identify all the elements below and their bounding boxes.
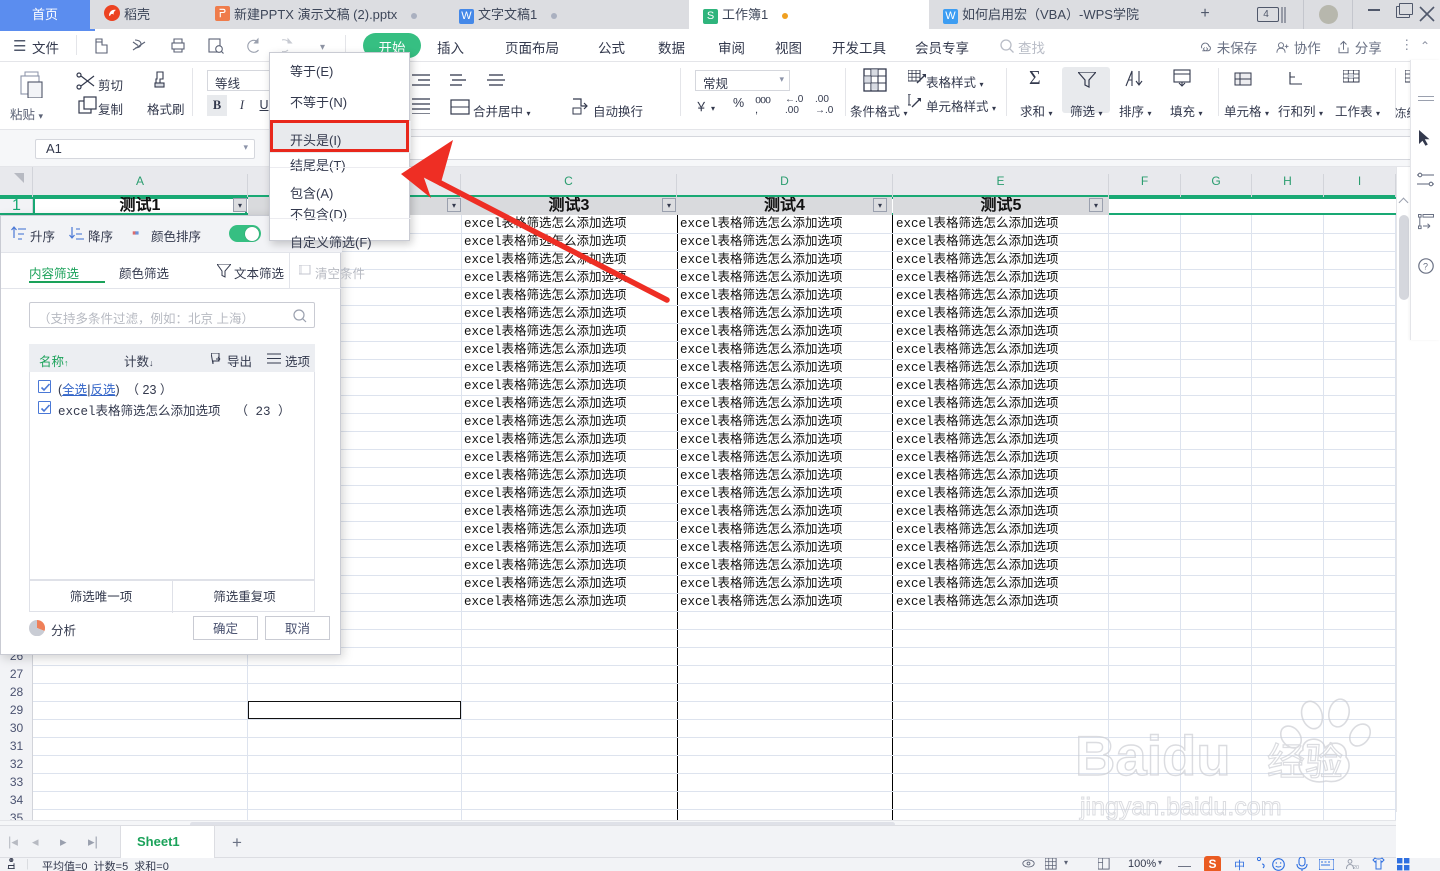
svg-text:?: ?: [1423, 262, 1428, 272]
svg-text:20: 20: [1353, 865, 1359, 870]
svg-text:jingyan.baidu.com: jingyan.baidu.com: [1079, 793, 1282, 821]
svg-text:Baidu: Baidu: [1075, 724, 1231, 787]
